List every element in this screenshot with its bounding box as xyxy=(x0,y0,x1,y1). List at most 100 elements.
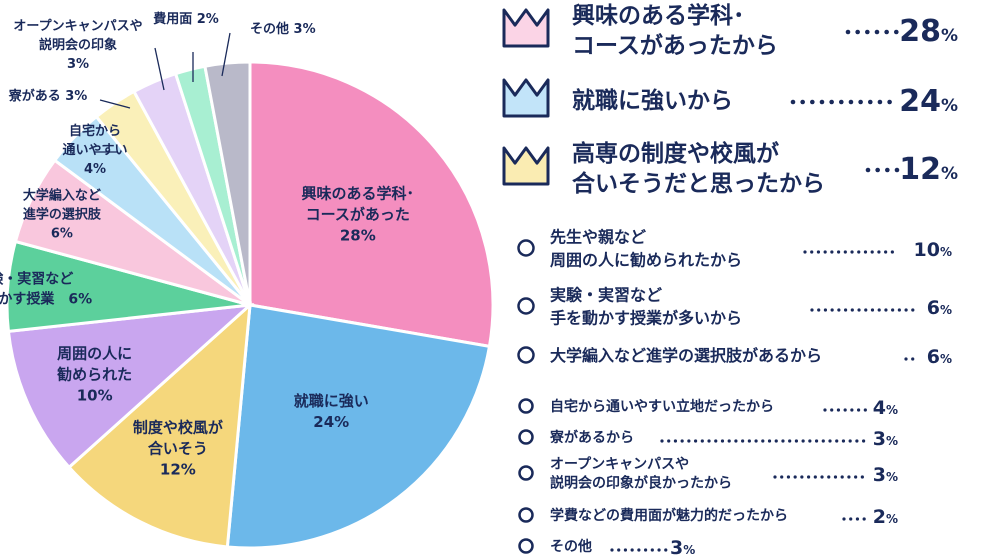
reason-title: 寮があるから xyxy=(549,429,634,446)
leader-dot xyxy=(855,517,860,521)
leader-dot xyxy=(800,99,805,105)
leader-lines xyxy=(95,32,231,153)
leader-dot xyxy=(820,475,824,479)
leader-dot xyxy=(773,475,777,479)
slice-label: 制度や校風が合いそう 12% xyxy=(133,418,224,478)
leader-dot xyxy=(877,308,881,312)
leader-dot xyxy=(877,250,881,254)
leader-dot xyxy=(911,357,915,361)
leader-dot xyxy=(810,308,814,312)
leader-dot xyxy=(850,408,854,412)
leader-dot xyxy=(870,308,875,312)
pie-slice xyxy=(225,303,492,550)
leader-dot xyxy=(863,408,867,412)
bullet-icon xyxy=(518,429,534,445)
reason-title: その他 xyxy=(550,538,592,555)
leader-dot xyxy=(850,250,854,254)
leader-dot xyxy=(657,548,661,552)
leader-dot xyxy=(803,250,807,254)
slice-label: 自宅から通いやすい 4% xyxy=(62,123,127,177)
leader-dot xyxy=(741,439,745,443)
leader-dot xyxy=(727,439,731,443)
leader-dot xyxy=(840,475,844,479)
leader-dot xyxy=(823,250,827,254)
leader-dot xyxy=(793,475,797,479)
leader-dot xyxy=(761,439,765,443)
leader-dot xyxy=(884,308,888,312)
leader-dot xyxy=(827,475,831,479)
leader-dot xyxy=(800,475,804,479)
leader-dot xyxy=(891,308,895,312)
leader-dot xyxy=(810,99,815,105)
ranking-title: 興味のある学科･コースがあったから xyxy=(572,2,778,59)
leader-line xyxy=(221,32,231,77)
bullet-icon xyxy=(518,465,534,481)
leader-dot xyxy=(781,439,785,443)
leader-dot xyxy=(894,29,899,35)
leader-dot xyxy=(794,439,799,443)
reason-value: 6% xyxy=(927,346,952,368)
leader-dot xyxy=(617,548,621,552)
ranking-value: 28% xyxy=(899,14,958,49)
leader-dot xyxy=(860,475,864,479)
ranking-list: 興味のある学科･コースがあったから 28% 就職に強いから 24% 高専の制度や校風が合… xyxy=(502,2,958,197)
leader-dot xyxy=(707,439,711,443)
pie-slice xyxy=(203,60,252,306)
leader-dot xyxy=(687,439,691,443)
leader-dot xyxy=(855,29,860,35)
leader-dot xyxy=(807,475,811,479)
reason-title: 先生や親など周囲の人に勧められたから xyxy=(550,228,742,270)
bullet-icon xyxy=(517,346,535,364)
leader-dot xyxy=(874,29,880,35)
leader-dot xyxy=(877,99,883,105)
leader-dot xyxy=(747,439,751,443)
reason-value: 6% xyxy=(927,297,952,319)
leader-dot xyxy=(774,439,778,443)
slice-labels: 興味のある学科･コースがあった 28% 就職に強い 24% 制度や校風が合いそう 12%周… xyxy=(0,11,414,478)
leader-dot xyxy=(844,308,848,312)
leader-dot xyxy=(754,439,758,443)
reason-value: 10% xyxy=(914,239,952,261)
crown-icon xyxy=(502,146,550,186)
reason-value: 3% xyxy=(873,428,898,450)
leader-dot xyxy=(650,548,654,552)
leader-dot xyxy=(700,439,704,443)
leader-dot xyxy=(854,475,858,479)
leader-dot xyxy=(862,517,866,521)
other-reasons-list: 先生や親など周囲の人に勧められたから 10% 実験・実習など手を動かす授業が多いから… xyxy=(517,228,952,556)
bullet-icon xyxy=(518,398,534,414)
leader-dot xyxy=(890,250,894,254)
leader-dot xyxy=(864,308,868,312)
leader-dot xyxy=(637,548,641,552)
bullet-icon xyxy=(517,297,535,315)
leader-dot xyxy=(870,250,874,254)
leader-dot xyxy=(839,99,844,105)
slice-label: 費用面 2% xyxy=(153,11,219,27)
slice-label: 寮がある 3% xyxy=(8,88,88,104)
leader-dot xyxy=(673,439,678,443)
slice-label: 実験・実習など手を動かす授業 6% xyxy=(0,271,92,308)
leader-dot xyxy=(841,439,846,443)
leader-dot xyxy=(857,250,861,254)
leader-dot xyxy=(667,439,671,443)
slice-label: 就職に強い 24% xyxy=(294,392,369,431)
pie-slices xyxy=(5,60,495,550)
leader-dot xyxy=(848,439,852,443)
leader-dot xyxy=(849,517,853,521)
ranking-title: 高専の制度や校風が合いそうだと思ったから xyxy=(572,140,825,197)
leader-dot xyxy=(837,308,841,312)
leader-dot xyxy=(884,250,888,254)
slice-label: 大学編入など進学の選択肢 6% xyxy=(23,187,102,241)
leader-dot xyxy=(833,475,838,479)
leader-dot xyxy=(816,250,821,254)
leader-dot xyxy=(819,99,825,105)
leader-dot xyxy=(644,548,648,552)
reason-title: 実験・実習など手を動かす授業が多いから xyxy=(550,286,742,328)
leader-dot xyxy=(821,439,825,443)
leader-dot xyxy=(829,99,834,105)
reason-title: 大学編入など進学の選択肢があるから xyxy=(550,346,822,365)
leader-dot xyxy=(790,99,796,105)
ranking-title: 就職に強いから xyxy=(572,87,733,114)
slice-label: オープンキャンパスや説明会の印象 3% xyxy=(13,19,142,72)
reason-value: 4% xyxy=(873,397,898,419)
